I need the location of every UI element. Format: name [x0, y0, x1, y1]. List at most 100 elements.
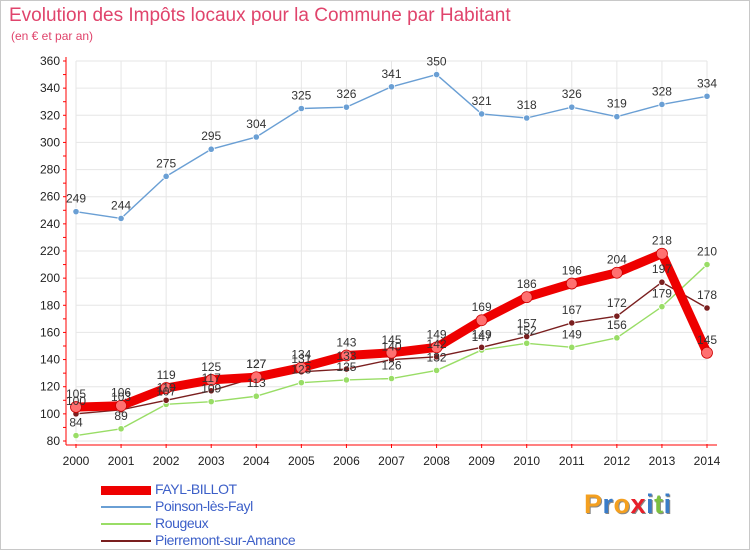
y-tick-label: 340	[40, 81, 60, 95]
chart-subtitle: (en € et par an)	[11, 29, 94, 43]
data-label: 326	[562, 87, 582, 101]
data-label: 178	[697, 288, 717, 302]
data-point	[387, 374, 396, 383]
data-label: 131	[291, 352, 311, 366]
data-label: 319	[607, 97, 627, 111]
data-label: 157	[517, 317, 537, 331]
data-label: 196	[562, 264, 582, 278]
data-label: 119	[157, 368, 176, 382]
data-point	[478, 110, 486, 118]
data-point	[658, 303, 666, 311]
data-point	[297, 104, 305, 113]
data-label: 325	[291, 89, 311, 103]
data-label: 318	[517, 98, 537, 112]
data-point	[162, 172, 170, 180]
y-tick-label: 360	[40, 54, 60, 68]
chart-title: Evolution des Impôts locaux pour la Comm…	[9, 5, 511, 26]
x-tick-label: 2001	[108, 454, 135, 468]
legend-swatch	[101, 523, 151, 525]
data-point	[72, 431, 80, 440]
data-point	[523, 114, 531, 122]
data-label: 172	[607, 296, 627, 310]
data-label: 334	[697, 76, 717, 90]
data-label: 328	[652, 84, 672, 98]
data-point	[385, 346, 398, 359]
x-tick-label: 2009	[468, 454, 495, 468]
data-label: 149	[472, 327, 492, 341]
data-point	[160, 382, 173, 394]
data-point	[205, 374, 218, 386]
y-tick-label: 200	[40, 271, 60, 285]
data-label: 152	[517, 323, 537, 337]
data-point	[432, 353, 441, 361]
data-point	[701, 346, 713, 359]
y-tick-label: 220	[40, 244, 60, 258]
data-point	[613, 334, 621, 342]
data-point	[207, 398, 215, 406]
data-label: 145	[697, 333, 717, 347]
legend-swatch	[101, 506, 151, 508]
data-label: 321	[472, 94, 492, 108]
y-tick-label: 100	[40, 407, 60, 421]
data-point	[703, 260, 711, 269]
data-label: 295	[201, 129, 221, 143]
data-label: 149	[427, 327, 447, 341]
data-point	[252, 392, 260, 400]
axes: 80 100 120 140 160 180 200 220 240 260 280 300 320 34…	[40, 54, 721, 468]
legend-swatch	[101, 540, 151, 542]
legend-label: Rougeux	[155, 515, 209, 531]
y-tick-label: 80	[47, 434, 61, 448]
data-point	[342, 376, 351, 384]
data-point	[297, 379, 305, 387]
data-point	[523, 332, 531, 341]
data-label: 142	[427, 337, 447, 351]
x-tick-label: 2014	[694, 454, 721, 468]
data-label: 117	[202, 371, 221, 385]
data-point	[115, 399, 127, 412]
data-label: 169	[472, 300, 492, 314]
data-point	[162, 396, 170, 404]
data-point	[656, 247, 668, 260]
data-point	[207, 145, 215, 153]
data-label: 210	[697, 245, 717, 259]
y-tick-label: 180	[40, 298, 60, 312]
data-point	[613, 312, 621, 320]
data-point	[520, 291, 533, 304]
x-tick-label: 2003	[198, 454, 225, 468]
y-tick-label: 320	[40, 108, 60, 122]
data-label: 147	[472, 330, 492, 344]
y-tick-label: 240	[40, 217, 60, 231]
data-point	[432, 366, 441, 375]
data-label: 134	[291, 348, 311, 362]
series	[70, 70, 713, 440]
legend-label: Pierremont-sur-Amance	[155, 532, 296, 548]
data-point	[568, 343, 576, 351]
data-point	[478, 343, 486, 351]
data-label: 218	[652, 234, 672, 248]
data-point	[342, 103, 351, 111]
legend-label: FAYL-BILLOT	[155, 481, 237, 497]
y-tick-label: 280	[40, 163, 60, 177]
data-label: 341	[381, 67, 401, 81]
data-label: 304	[246, 117, 266, 131]
legend-swatch	[101, 485, 151, 495]
data-label: 350	[427, 55, 447, 69]
x-tick-label: 2004	[243, 454, 270, 468]
data-label: 140	[381, 340, 401, 354]
x-tick-label: 2013	[649, 454, 676, 468]
data-point	[568, 103, 576, 111]
data-point	[117, 214, 125, 223]
y-tick-label: 140	[40, 353, 60, 367]
data-label: 204	[607, 253, 627, 267]
data-point	[475, 314, 488, 327]
data-point	[703, 304, 711, 312]
x-tick-label: 2006	[333, 454, 360, 468]
data-label: 109	[201, 382, 221, 396]
data-label: 127	[246, 357, 266, 371]
data-labels: 105 106 119 125 127 134 143 145 149 169 186 196 204 2…	[66, 55, 717, 430]
y-tick-label: 160	[40, 325, 60, 339]
x-tick-label: 2007	[378, 454, 405, 468]
data-label: 186	[517, 277, 537, 291]
